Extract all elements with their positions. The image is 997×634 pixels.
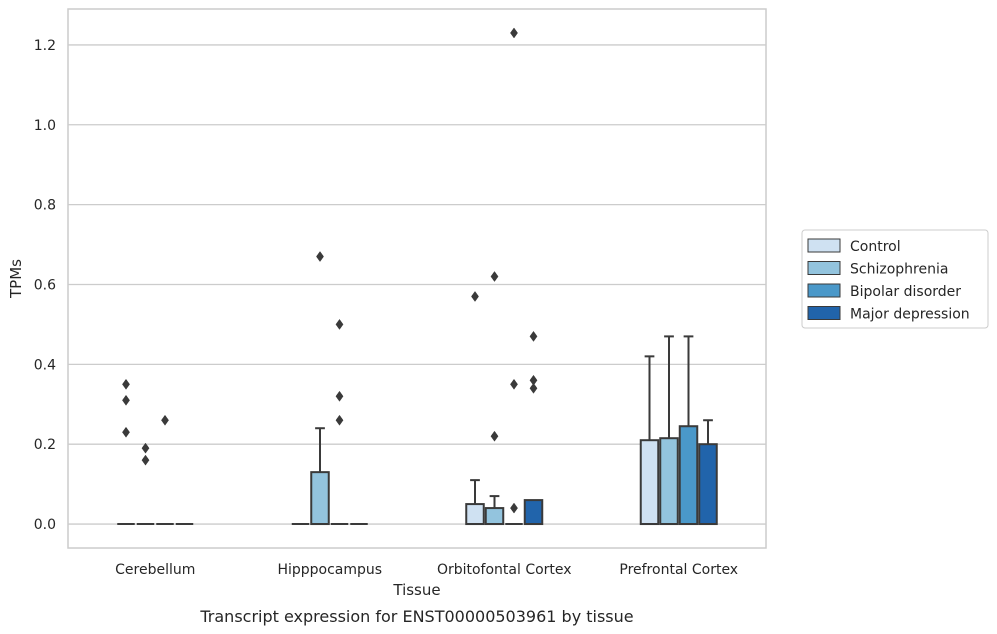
box-schizophrenia [484, 271, 505, 526]
outlier-point [510, 502, 518, 514]
legend-swatch [807, 238, 841, 253]
outlier-point [510, 27, 518, 39]
box-rect [678, 425, 699, 526]
outlier-point [471, 291, 479, 302]
legend-label: Control [850, 239, 901, 255]
box-schizophrenia [136, 442, 155, 526]
y-tick-label: 0.0 [34, 517, 56, 533]
box-rect [659, 437, 679, 526]
legend-swatch [807, 306, 841, 320]
box-rect [465, 503, 485, 526]
legend-label: Bipolar disorder [850, 284, 961, 300]
box-schizophrenia [659, 335, 679, 526]
legend-label: Schizophrenia [850, 262, 948, 278]
outlier-point [490, 271, 499, 282]
y-tick-label: 0.6 [34, 277, 56, 293]
y-tick-label: 1.2 [34, 38, 56, 54]
x-tick-labels: Cerebellum Hipppocampus Orbitofontal Corte… [115, 562, 738, 578]
box-major-depression [698, 419, 718, 526]
y-tick-label: 0.4 [34, 357, 56, 373]
box-bipolar-disorder [505, 27, 523, 526]
outlier-point [529, 382, 538, 394]
y-gridlines [68, 44, 766, 525]
box-major-depression [523, 330, 544, 526]
outlier-point [335, 390, 344, 402]
box-rect [310, 471, 330, 526]
y-axis-label: TPMs [7, 259, 25, 299]
y-tick-labels: 0.0 0.2 0.4 0.6 0.8 1.0 1.2 [34, 38, 56, 533]
outlier-point [510, 378, 518, 390]
box-bipolar-disorder [330, 318, 349, 526]
box-rect [523, 499, 544, 526]
box-rect [484, 507, 505, 526]
box-control [117, 378, 135, 526]
box-schizophrenia [310, 251, 330, 526]
outlier-point [141, 454, 150, 466]
outlier-point [122, 378, 130, 390]
legend: Control Schizophrenia Bipolar disorder Majo… [801, 229, 989, 329]
outlier-point [122, 426, 130, 438]
outlier-point [490, 430, 499, 442]
box-bipolar-disorder [156, 414, 174, 526]
outlier-point [335, 318, 344, 330]
outlier-point [529, 330, 538, 342]
outlier-point [316, 251, 324, 262]
chart-caption: Transcript expression for ENST0000050396… [199, 607, 633, 626]
legend-label: Major depression [850, 307, 970, 323]
outlier-point [161, 414, 169, 426]
legend-swatch [807, 283, 841, 298]
x-tick-label: Cerebellum [115, 562, 195, 578]
box-bipolar-disorder [678, 335, 699, 526]
x-tick-label: Hipppocampus [277, 562, 382, 578]
x-tick-label: Prefrontal Cortex [619, 562, 738, 578]
x-axis-label: Tissue [392, 581, 440, 599]
box-series [117, 27, 718, 526]
box-control [639, 355, 660, 526]
legend-frame [801, 229, 989, 329]
box-rect [639, 439, 660, 526]
y-tick-label: 1.0 [34, 118, 56, 134]
plot-frame [67, 8, 767, 549]
outlier-point [141, 442, 150, 454]
outlier-point [335, 414, 344, 426]
y-tick-label: 0.2 [34, 437, 56, 453]
box-control [465, 291, 485, 526]
box-rect [698, 443, 718, 526]
outlier-point [122, 394, 130, 406]
legend-swatch [807, 261, 841, 275]
x-tick-label: Orbitofontal Cortex [437, 562, 572, 578]
y-tick-label: 0.8 [34, 198, 56, 214]
